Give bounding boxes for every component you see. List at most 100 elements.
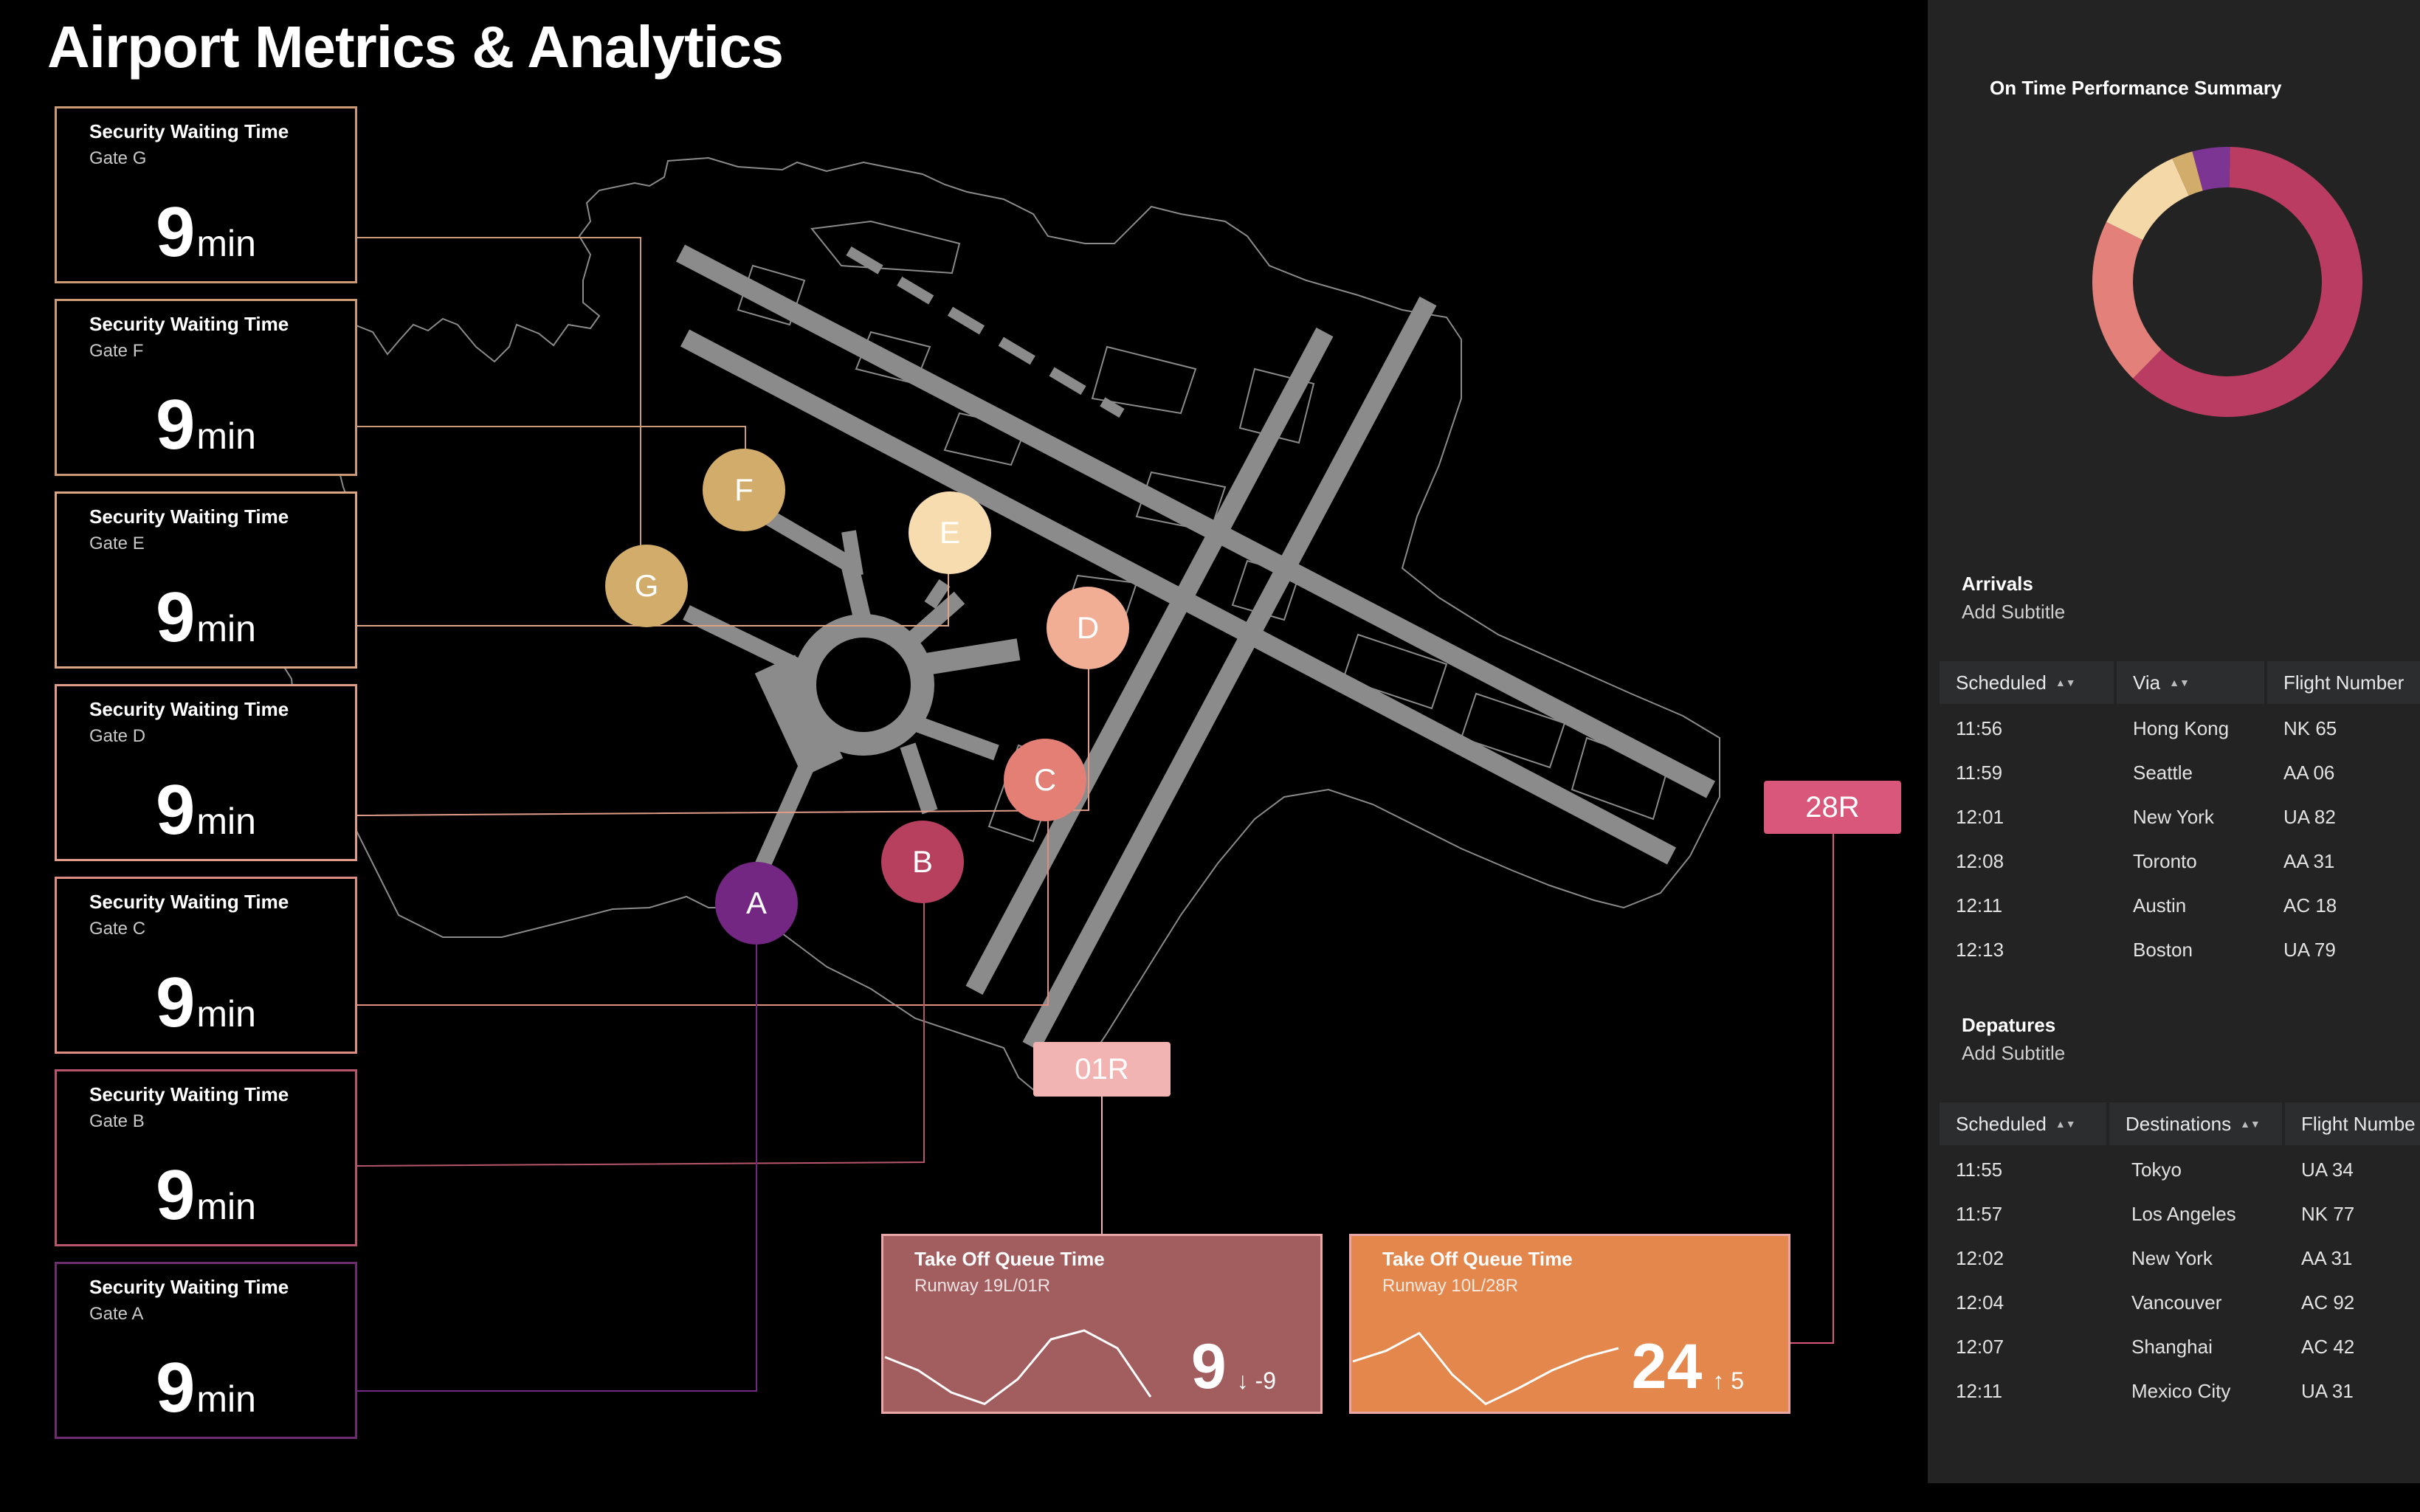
table-row[interactable]: 12:07 Shanghai AC 42 — [1940, 1324, 2420, 1368]
table-cell: 11:59 — [1956, 762, 2003, 784]
gate-marker-g[interactable]: G — [605, 545, 688, 627]
gate-marker-e[interactable]: E — [909, 491, 991, 574]
page-title: Airport Metrics & Analytics — [47, 14, 784, 80]
queue-card-delta: ↓ -9 — [1236, 1367, 1276, 1394]
table-row[interactable]: 11:59 Seattle AA 06 — [1940, 750, 2420, 794]
table-row[interactable]: 12:02 New York AA 31 — [1940, 1235, 2420, 1280]
wait-card-gate-c[interactable]: Security Waiting Time Gate C 9min — [55, 877, 357, 1054]
wait-card-label: Security Waiting Time — [89, 505, 289, 528]
wait-card-label: Security Waiting Time — [89, 120, 289, 142]
queue-card-title: Take Off Queue Time — [1382, 1248, 1573, 1270]
table-cell: Tokyo — [2131, 1159, 2182, 1181]
sort-icon: ▲▼ — [2240, 1118, 2261, 1130]
gate-marker-d[interactable]: D — [1047, 587, 1129, 669]
arrivals-col-flight-number[interactable]: Flight Number — [2267, 661, 2420, 704]
table-cell: Mexico City — [2131, 1380, 2231, 1402]
takeoff-queue-card-10l-28r[interactable]: Take Off Queue Time Runway 10L/28R 24 ↑ 5 — [1349, 1234, 1790, 1414]
table-row[interactable]: 11:55 Tokyo UA 34 — [1940, 1147, 2420, 1191]
wait-card-label: Security Waiting Time — [89, 1276, 289, 1298]
wait-card-label: Security Waiting Time — [89, 698, 289, 720]
arrivals-table-header: Scheduled ▲▼ Via ▲▼ Flight Number — [1940, 661, 2420, 704]
departures-col-destinations[interactable]: Destinations ▲▼ — [2109, 1102, 2282, 1145]
wait-card-gate-b[interactable]: Security Waiting Time Gate B 9min — [55, 1069, 357, 1246]
table-cell: 12:11 — [1956, 894, 2003, 916]
table-row[interactable]: 12:13 Boston UA 79 — [1940, 927, 2420, 971]
queue-card-runway: Runway 19L/01R — [914, 1276, 1051, 1296]
table-cell: AC 18 — [2283, 894, 2337, 916]
gate-marker-f[interactable]: F — [703, 449, 785, 531]
wait-card-gate-g[interactable]: Security Waiting Time Gate G 9min — [55, 106, 357, 283]
departures-table-header: Scheduled ▲▼ Destinations ▲▼ Flight Numbe — [1940, 1102, 2420, 1145]
table-row[interactable]: 12:11 Austin AC 18 — [1940, 883, 2420, 927]
table-cell: AA 06 — [2283, 762, 2335, 784]
gate-marker-a[interactable]: A — [715, 862, 798, 945]
donut-slice-0[interactable] — [2133, 147, 2362, 417]
gate-marker-c[interactable]: C — [1004, 739, 1086, 821]
sort-icon: ▲▼ — [2055, 677, 2076, 688]
departures-col-flight-number[interactable]: Flight Numbe — [2285, 1102, 2420, 1145]
donut-slice-3[interactable] — [2172, 151, 2203, 196]
table-cell: New York — [2133, 806, 2214, 828]
airport-outline — [242, 156, 1720, 1097]
table-cell: New York — [2131, 1247, 2213, 1269]
table-cell: 12:04 — [1956, 1291, 2004, 1313]
runway-tag-01r[interactable]: 01R — [1033, 1042, 1171, 1097]
table-cell: Boston — [2133, 939, 2193, 961]
table-cell: Austin — [2133, 894, 2187, 916]
wait-card-gate: Gate C — [89, 919, 146, 939]
table-cell: 11:56 — [1956, 717, 2003, 739]
airport-map — [242, 156, 1834, 1392]
table-cell: Shanghai — [2131, 1336, 2213, 1358]
wait-card-label: Security Waiting Time — [89, 313, 289, 335]
queue-card-title: Take Off Queue Time — [914, 1248, 1105, 1270]
table-cell: UA 31 — [2301, 1380, 2354, 1402]
donut-slice-1[interactable] — [2092, 221, 2162, 379]
queue-card-delta: ↑ 5 — [1712, 1367, 1744, 1394]
departures-subtitle: Add Subtitle — [1962, 1042, 2066, 1064]
arrivals-subtitle: Add Subtitle — [1962, 601, 2066, 623]
wait-card-value: 9min — [156, 1348, 256, 1427]
arrivals-col-via[interactable]: Via ▲▼ — [2117, 661, 2264, 704]
table-cell: Los Angeles — [2131, 1203, 2236, 1225]
wait-card-gate: Gate G — [89, 148, 147, 168]
takeoff-queue-card-19l-01r[interactable]: Take Off Queue Time Runway 19L/01R 9 ↓ -9 — [881, 1234, 1323, 1414]
wait-card-value: 9min — [156, 193, 256, 272]
wait-card-gate-d[interactable]: Security Waiting Time Gate D 9min — [55, 684, 357, 861]
wait-card-value: 9min — [156, 770, 256, 849]
right-panel: On Time Performance Summary Arrivals Add… — [1928, 0, 2420, 1483]
table-row[interactable]: 12:11 Mexico City UA 31 — [1940, 1368, 2420, 1412]
table-cell: UA 79 — [2283, 939, 2336, 961]
gate-marker-b[interactable]: B — [881, 821, 964, 903]
wait-card-label: Security Waiting Time — [89, 891, 289, 913]
queue-trend-sparkline — [884, 1329, 1152, 1406]
sort-icon: ▲▼ — [2055, 1118, 2076, 1130]
donut-slice-4[interactable] — [2192, 147, 2230, 191]
queue-card-value: 9 ↓ -9 — [1190, 1331, 1276, 1402]
wait-card-gate-f[interactable]: Security Waiting Time Gate F 9min — [55, 299, 357, 476]
table-cell: Vancouver — [2131, 1291, 2222, 1313]
wait-card-gate-e[interactable]: Security Waiting Time Gate E 9min — [55, 491, 357, 669]
table-cell: 11:57 — [1956, 1203, 2003, 1225]
table-row[interactable]: 11:56 Hong Kong NK 65 — [1940, 705, 2420, 750]
arrivals-title: Arrivals — [1962, 573, 2033, 595]
wait-card-gate-a[interactable]: Security Waiting Time Gate A 9min — [55, 1262, 357, 1439]
table-cell: Seattle — [2133, 762, 2193, 784]
queue-trend-sparkline — [1352, 1331, 1619, 1406]
wait-card-gate: Gate F — [89, 341, 144, 361]
table-row[interactable]: 12:08 Toronto AA 31 — [1940, 838, 2420, 883]
table-row[interactable]: 12:04 Vancouver AC 92 — [1940, 1280, 2420, 1324]
runway-tag-28r[interactable]: 28R — [1764, 781, 1901, 834]
table-row[interactable]: 12:01 New York UA 82 — [1940, 794, 2420, 838]
table-row[interactable]: 11:57 Los Angeles NK 77 — [1940, 1191, 2420, 1235]
wait-card-value: 9min — [156, 578, 256, 657]
departures-col-scheduled[interactable]: Scheduled ▲▼ — [1940, 1102, 2106, 1145]
wait-card-value: 9min — [156, 963, 256, 1042]
donut-slice-2[interactable] — [2106, 158, 2189, 241]
arrivals-col-scheduled[interactable]: Scheduled ▲▼ — [1940, 661, 2114, 704]
table-cell: UA 82 — [2283, 806, 2336, 828]
table-cell: 12:13 — [1956, 939, 2004, 961]
table-cell: AA 31 — [2301, 1247, 2353, 1269]
wait-card-value: 9min — [156, 1156, 256, 1235]
sort-icon: ▲▼ — [2169, 677, 2190, 688]
table-cell: 12:01 — [1956, 806, 2004, 828]
